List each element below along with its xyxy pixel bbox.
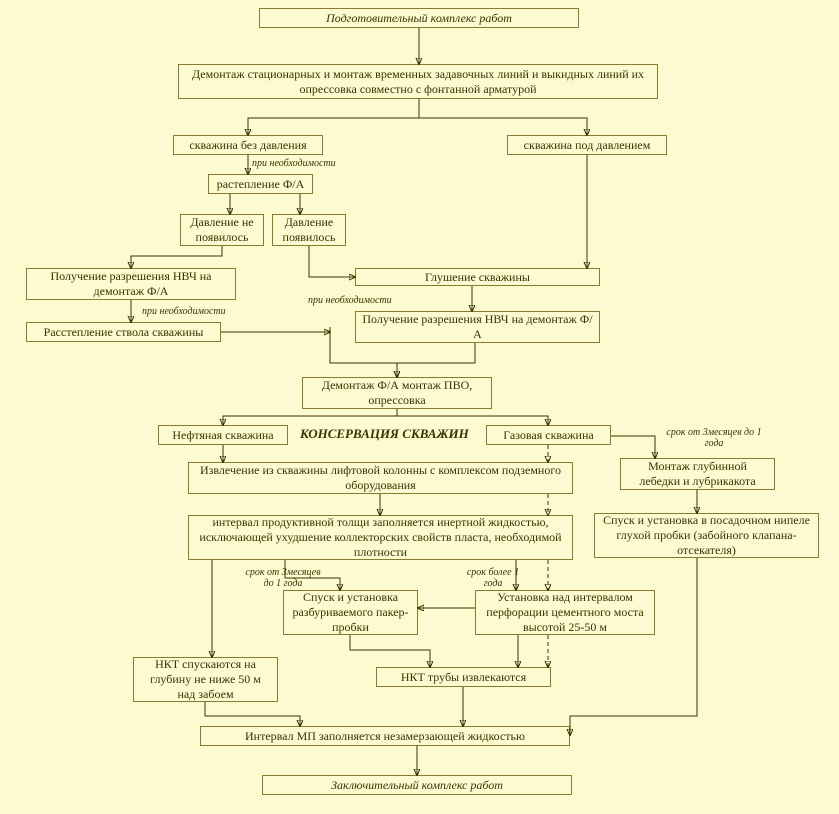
node-set-packer: Спуск и установка разбуриваемого пакер-п… xyxy=(283,590,418,635)
note-term-3: срок более 1 года xyxy=(463,567,523,589)
node-no-p-appeared: Давление не появилось xyxy=(180,214,264,246)
node-set-plug-nip: Спуск и установка в посадочном нипеле гл… xyxy=(594,513,819,558)
note-need-2: при необходимости xyxy=(308,295,392,306)
node-p-appeared: Давление появилось xyxy=(272,214,346,246)
node-fill-antifreeze: Интервал МП заполняется незамерзающей жи… xyxy=(200,726,570,746)
node-no-pressure: скважина без давления xyxy=(173,135,323,155)
note-term-1: срок от 3месяцев до 1 года xyxy=(664,427,764,449)
node-oil-well: Нефтяная скважина xyxy=(158,425,288,445)
node-final: Заключительный комплекс работ xyxy=(262,775,572,795)
note-term-2: срок от 3месяцев до 1 года xyxy=(243,567,323,589)
label-conservation: КОНСЕРВАЦИЯ СКВАЖИН xyxy=(300,426,469,442)
node-permit-2: Получение разрешения НВЧ на демонтаж Ф/А xyxy=(355,311,600,343)
node-cement-bridge: Установка над интервалом перфорации цеме… xyxy=(475,590,655,635)
node-permit-1: Получение разрешения НВЧ на демонтаж Ф/А xyxy=(26,268,236,300)
node-pull-lift: Извлечение из скважины лифтовой колонны … xyxy=(188,462,573,494)
node-dismantle: Демонтаж стационарных и монтаж временных… xyxy=(178,64,658,99)
node-fill-inert: интервал продуктивной толщи заполняется … xyxy=(188,515,573,560)
node-gas-well: Газовая скважина xyxy=(486,425,611,445)
node-kill-well: Глушение скважины xyxy=(355,268,600,286)
node-under-pressure: скважина под давлением xyxy=(507,135,667,155)
node-thaw-fa: растепление Ф/А xyxy=(208,174,313,194)
note-need-1: при необходимости xyxy=(252,158,336,169)
node-mount-bop: Демонтаж Ф/А монтаж ПВО, опрессовка xyxy=(302,377,492,409)
node-nkt-lower: НКТ спускаются на глубину не ниже 50 м н… xyxy=(133,657,278,702)
node-mount-winch: Монтаж глубинной лебедки и лубрикакота xyxy=(620,458,775,490)
note-need-3: при необходимости xyxy=(142,306,226,317)
node-nkt-pull: НКТ трубы извлекаются xyxy=(376,667,551,687)
node-thaw-bore: Расстепление ствола скважины xyxy=(26,322,221,342)
node-prep: Подготовительный комплекс работ xyxy=(259,8,579,28)
